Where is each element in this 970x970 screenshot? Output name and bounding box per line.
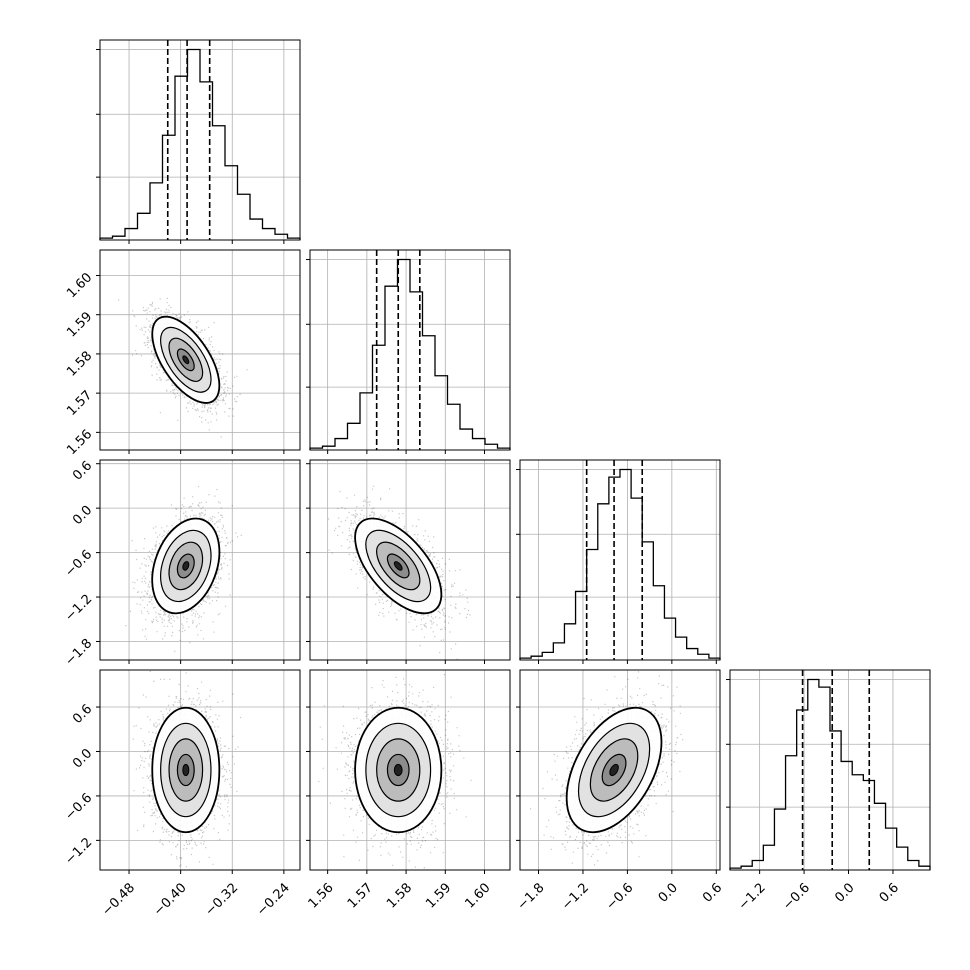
scatter-panel-0-3 <box>132 670 242 868</box>
x-tick-label: 0.0 <box>656 880 681 905</box>
x-tick-label: −1.8 <box>515 880 548 913</box>
scatter-frame-1-3 <box>309 669 511 871</box>
x-axis-ticks: −1.8 −1.2 −0.6 0.0 0.6 <box>515 870 725 913</box>
x-tick-label: 1.57 <box>345 880 376 911</box>
histogram-step-line <box>729 678 931 870</box>
scatter-panel-1-3 <box>318 674 472 869</box>
histogram-frame-1 <box>309 249 511 451</box>
y-tick-label: 1.56 <box>64 427 95 458</box>
x-axis-ticks <box>327 450 486 454</box>
scatter-frame-0-2 <box>99 459 301 661</box>
x-tick-label: −0.24 <box>254 880 293 919</box>
y-axis-ticks <box>516 469 520 598</box>
y-axis-ticks <box>306 706 310 841</box>
y-tick-label: 1.58 <box>64 349 95 380</box>
grid-lines <box>520 460 720 660</box>
histogram-frame-3 <box>729 669 931 871</box>
y-tick-label: 0.0 <box>70 746 95 771</box>
y-tick-label: −1.2 <box>62 835 95 868</box>
density-peak <box>182 355 190 365</box>
grid-lines <box>520 670 720 870</box>
x-tick-label: 1.59 <box>423 880 454 911</box>
grid-lines <box>730 670 930 870</box>
scatter-frame-2-3 <box>519 669 721 871</box>
x-axis-ticks: −1.2 −0.6 0.0 0.6 <box>736 870 902 913</box>
histogram-step-line <box>309 258 511 450</box>
y-tick-label: −0.6 <box>62 547 95 580</box>
histogram-step-line <box>99 48 301 240</box>
x-tick-label: −0.6 <box>604 880 637 913</box>
x-tick-label: 0.0 <box>832 880 857 905</box>
y-axis-ticks: 1.56 1.57 1.58 1.59 1.60 <box>64 270 100 458</box>
scatter-panel-0-2 <box>125 486 242 652</box>
y-axis-ticks <box>96 49 100 178</box>
x-tick-label: 1.56 <box>306 880 337 911</box>
density-peak <box>182 561 190 571</box>
y-tick-label: 0.0 <box>70 503 95 528</box>
y-axis-ticks: −1.2 −0.6 0.0 0.6 <box>62 702 100 868</box>
x-tick-label: −1.2 <box>559 880 592 913</box>
x-axis-ticks <box>538 660 717 664</box>
y-tick-label: −1.2 <box>62 592 95 625</box>
x-axis-ticks: −0.48 −0.40 −0.32 −0.24 <box>99 870 293 919</box>
density-peak <box>393 561 403 571</box>
x-tick-label: 1.60 <box>462 880 493 911</box>
histogram-step-line <box>519 468 721 660</box>
x-tick-label: 0.6 <box>877 880 902 905</box>
histogram-frame-0 <box>99 39 301 241</box>
density-peak <box>182 763 190 777</box>
x-tick-label: 0.6 <box>700 880 725 905</box>
y-tick-label: 1.60 <box>64 270 95 301</box>
x-axis-ticks <box>128 450 285 454</box>
histogram-2 <box>519 468 721 660</box>
grid-lines <box>100 40 300 240</box>
y-tick-label: 0.6 <box>70 458 95 483</box>
y-axis-ticks: −1.8 −1.2 −0.6 0.0 0.6 <box>62 458 100 669</box>
y-tick-label: 1.57 <box>64 388 95 419</box>
scatter-frame-0-1 <box>99 249 301 451</box>
y-axis-ticks <box>726 679 730 808</box>
x-axis-ticks <box>128 660 285 664</box>
y-tick-label: −1.8 <box>62 636 95 669</box>
scatter-frame-1-2 <box>309 459 511 661</box>
x-axis-ticks: 1.56 1.57 1.58 1.59 1.60 <box>306 870 494 912</box>
histogram-1 <box>309 258 511 450</box>
histogram-0 <box>99 48 301 240</box>
y-tick-label: −0.6 <box>62 791 95 824</box>
y-axis-ticks <box>306 463 310 642</box>
x-tick-label: 1.58 <box>384 880 415 911</box>
y-tick-label: 1.59 <box>64 309 95 340</box>
density-peak <box>609 763 619 777</box>
scatter-frame-0-3 <box>99 669 301 871</box>
density-peak <box>393 763 403 777</box>
histogram-3 <box>729 678 931 870</box>
x-tick-label: −0.6 <box>780 880 813 913</box>
x-axis-ticks <box>327 660 486 664</box>
x-tick-label: −0.32 <box>203 880 242 919</box>
x-axis-ticks <box>128 240 285 244</box>
histogram-frame-2 <box>519 459 721 661</box>
scatter-panel-0-1 <box>118 297 248 438</box>
x-tick-label: −1.2 <box>736 880 769 913</box>
scatter-panel-2-3 <box>530 671 684 866</box>
scatter-panel-1-2 <box>328 485 471 660</box>
y-axis-ticks <box>306 259 310 388</box>
x-tick-label: −0.40 <box>151 880 190 919</box>
x-tick-label: −0.48 <box>99 880 138 919</box>
y-tick-label: 0.6 <box>70 702 95 727</box>
y-axis-ticks <box>516 706 520 841</box>
